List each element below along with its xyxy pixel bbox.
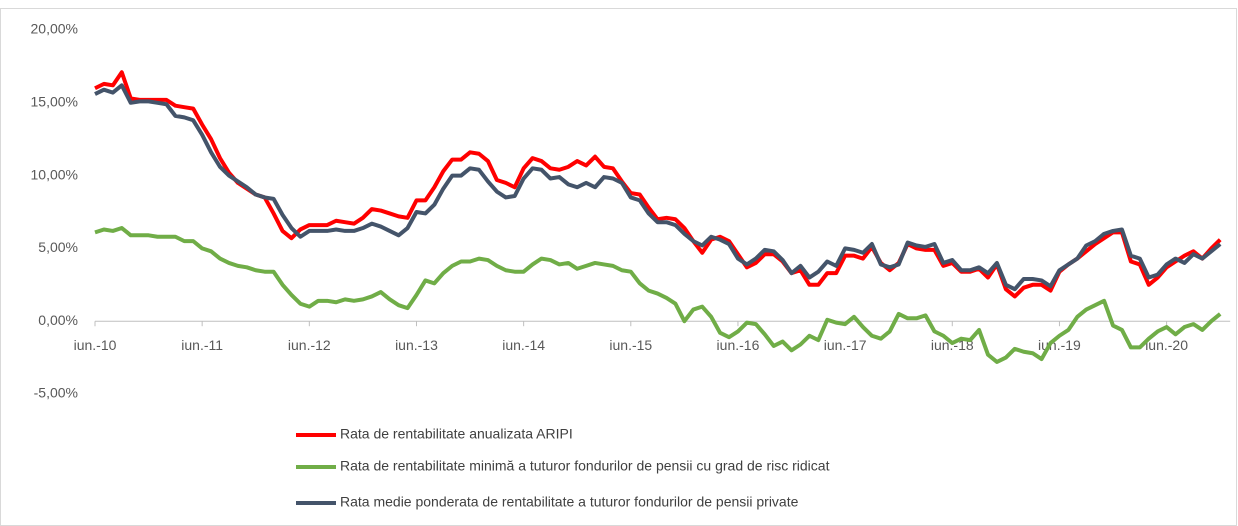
y-tick-label: 0,00% <box>38 312 78 328</box>
x-tick-label: iun.-10 <box>74 337 117 353</box>
series-line <box>94 70 1222 299</box>
x-tick-label: iun.-17 <box>824 337 867 353</box>
x-tick-label: iun.-12 <box>288 337 331 353</box>
series-line <box>94 83 1222 292</box>
legend-label: Rata de rentabilitate minimă a tuturor f… <box>340 458 830 474</box>
y-tick-label: 10,00% <box>31 166 78 182</box>
legend-label: Rata de rentabilitate anualizata ARIPI <box>340 426 573 442</box>
series-line <box>94 226 1222 364</box>
x-tick-label: iun.-14 <box>502 337 545 353</box>
y-tick-label: 5,00% <box>38 239 78 255</box>
x-tick-label: iun.-15 <box>609 337 652 353</box>
x-tick-label: iun.-11 <box>181 337 223 353</box>
legend-label: Rata medie ponderata de rentabilitate a … <box>340 494 799 510</box>
x-tick-label: iun.-13 <box>395 337 438 353</box>
y-tick-label: 15,00% <box>31 94 78 110</box>
y-tick-label: 20,00% <box>31 21 78 37</box>
y-tick-label: -5,00% <box>34 385 78 401</box>
x-tick-label: iun.-16 <box>717 337 760 353</box>
x-tick-label: iun.-20 <box>1145 337 1188 353</box>
